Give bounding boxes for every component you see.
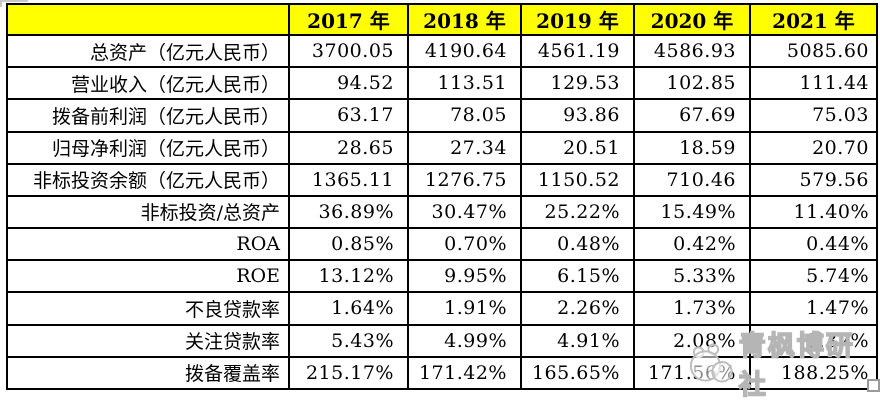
value-cell: 1.47% xyxy=(749,291,878,326)
year-header-2018: 2018 年 xyxy=(407,3,522,36)
value-cell: 113.51 xyxy=(407,66,522,101)
value-cell: 9.95% xyxy=(407,259,522,294)
value-cell: 28.65 xyxy=(288,130,409,165)
value-cell: 2.26% xyxy=(520,291,635,326)
value-cell: 11.40% xyxy=(749,194,878,230)
value-cell: 78.05 xyxy=(407,98,522,133)
value-cell: 102.85 xyxy=(633,66,751,101)
year-header-2021: 2021 年 xyxy=(749,3,878,36)
row-label: ROA xyxy=(6,227,290,262)
value-cell: 3.37% xyxy=(749,323,878,358)
value-cell: 5.33% xyxy=(633,259,751,294)
value-cell: 5085.60 xyxy=(749,33,878,69)
value-cell: 0.70% xyxy=(407,227,522,262)
table-row-revenue: 营业收入（亿元人民币） 94.52 113.51 129.53 102.85 1… xyxy=(6,66,878,101)
value-cell: 1150.52 xyxy=(520,162,635,197)
table-row-ppop: 拨备前利润（亿元人民币） 63.17 78.05 93.86 67.69 75.… xyxy=(6,98,878,133)
value-cell: 1.91% xyxy=(407,291,522,326)
row-label: 拨备前利润（亿元人民币） xyxy=(6,98,290,133)
row-label: 非标投资余额（亿元人民币） xyxy=(6,162,290,197)
corner-line-artifact xyxy=(0,0,28,7)
table-row-total-assets: 总资产（亿元人民币） 3700.05 4190.64 4561.19 4586.… xyxy=(6,33,878,69)
value-cell: 93.86 xyxy=(520,98,635,133)
table-row-roa: ROA 0.85% 0.70% 0.48% 0.42% 0.44% xyxy=(6,227,878,262)
value-cell: 4.91% xyxy=(520,323,635,358)
value-cell: 36.89% xyxy=(288,194,409,230)
value-cell: 710.46 xyxy=(633,162,751,197)
table-row-special-mention-ratio: 关注贷款率 5.43% 4.99% 4.91% 2.08% 3.37% xyxy=(6,323,878,358)
table-row-nonstandard-balance: 非标投资余额（亿元人民币） 1365.11 1276.75 1150.52 71… xyxy=(6,162,878,197)
row-label: 拨备覆盖率 xyxy=(6,355,290,391)
value-cell: 171.56% xyxy=(633,355,751,391)
selection-handle-artifact xyxy=(867,379,880,392)
row-label: 不良贷款率 xyxy=(6,291,290,326)
table-row-roe: ROE 13.12% 9.95% 6.15% 5.33% 5.74% xyxy=(6,259,878,294)
value-cell: 63.17 xyxy=(288,98,409,133)
value-cell: 15.49% xyxy=(633,194,751,230)
year-header-2017: 2017 年 xyxy=(288,3,409,36)
value-cell: 3700.05 xyxy=(288,33,409,69)
value-cell: 20.51 xyxy=(520,130,635,165)
row-label: 总资产（亿元人民币） xyxy=(6,33,290,69)
financial-table-wrap: 2017 年 2018 年 2019 年 2020 年 2021 年 总资产（亿… xyxy=(6,3,878,391)
value-cell: 171.42% xyxy=(407,355,522,391)
value-cell: 5.74% xyxy=(749,259,878,294)
value-cell: 1365.11 xyxy=(288,162,409,197)
value-cell: 27.34 xyxy=(407,130,522,165)
value-cell: 18.59 xyxy=(633,130,751,165)
value-cell: 129.53 xyxy=(520,66,635,101)
value-cell: 20.70 xyxy=(749,130,878,165)
value-cell: 94.52 xyxy=(288,66,409,101)
value-cell: 1.73% xyxy=(633,291,751,326)
value-cell: 13.12% xyxy=(288,259,409,294)
year-header-2019: 2019 年 xyxy=(520,3,635,36)
value-cell: 75.03 xyxy=(749,98,878,133)
table-row-provision-coverage: 拨备覆盖率 215.17% 171.42% 165.65% 171.56% 18… xyxy=(6,355,878,391)
table-row-npl-ratio: 不良贷款率 1.64% 1.91% 2.26% 1.73% 1.47% xyxy=(6,291,878,326)
value-cell: 0.85% xyxy=(288,227,409,262)
value-cell: 0.48% xyxy=(520,227,635,262)
financial-data-table: 2017 年 2018 年 2019 年 2020 年 2021 年 总资产（亿… xyxy=(6,3,878,391)
year-header-2020: 2020 年 xyxy=(633,3,751,36)
value-cell: 4190.64 xyxy=(407,33,522,69)
value-cell: 4561.19 xyxy=(520,33,635,69)
value-cell: 1.64% xyxy=(288,291,409,326)
row-label: 营业收入（亿元人民币） xyxy=(6,66,290,101)
value-cell: 25.22% xyxy=(520,194,635,230)
value-cell: 6.15% xyxy=(520,259,635,294)
value-cell: 111.44 xyxy=(749,66,878,101)
row-label: 关注贷款率 xyxy=(6,323,290,358)
value-cell: 188.25% xyxy=(749,355,878,391)
value-cell: 215.17% xyxy=(288,355,409,391)
corner-header-cell xyxy=(6,3,290,36)
value-cell: 30.47% xyxy=(407,194,522,230)
value-cell: 0.42% xyxy=(633,227,751,262)
value-cell: 67.69 xyxy=(633,98,751,133)
row-label: 非标投资/总资产 xyxy=(6,194,290,230)
value-cell: 4.99% xyxy=(407,323,522,358)
row-label: ROE xyxy=(6,259,290,294)
value-cell: 579.56 xyxy=(749,162,878,197)
value-cell: 5.43% xyxy=(288,323,409,358)
value-cell: 0.44% xyxy=(749,227,878,262)
value-cell: 4586.93 xyxy=(633,33,751,69)
value-cell: 2.08% xyxy=(633,323,751,358)
header-row: 2017 年 2018 年 2019 年 2020 年 2021 年 xyxy=(6,3,878,36)
value-cell: 165.65% xyxy=(520,355,635,391)
table-row-net-profit: 归母净利润（亿元人民币） 28.65 27.34 20.51 18.59 20.… xyxy=(6,130,878,165)
table-row-nonstandard-ratio: 非标投资/总资产 36.89% 30.47% 25.22% 15.49% 11.… xyxy=(6,194,878,230)
value-cell: 1276.75 xyxy=(407,162,522,197)
row-label: 归母净利润（亿元人民币） xyxy=(6,130,290,165)
